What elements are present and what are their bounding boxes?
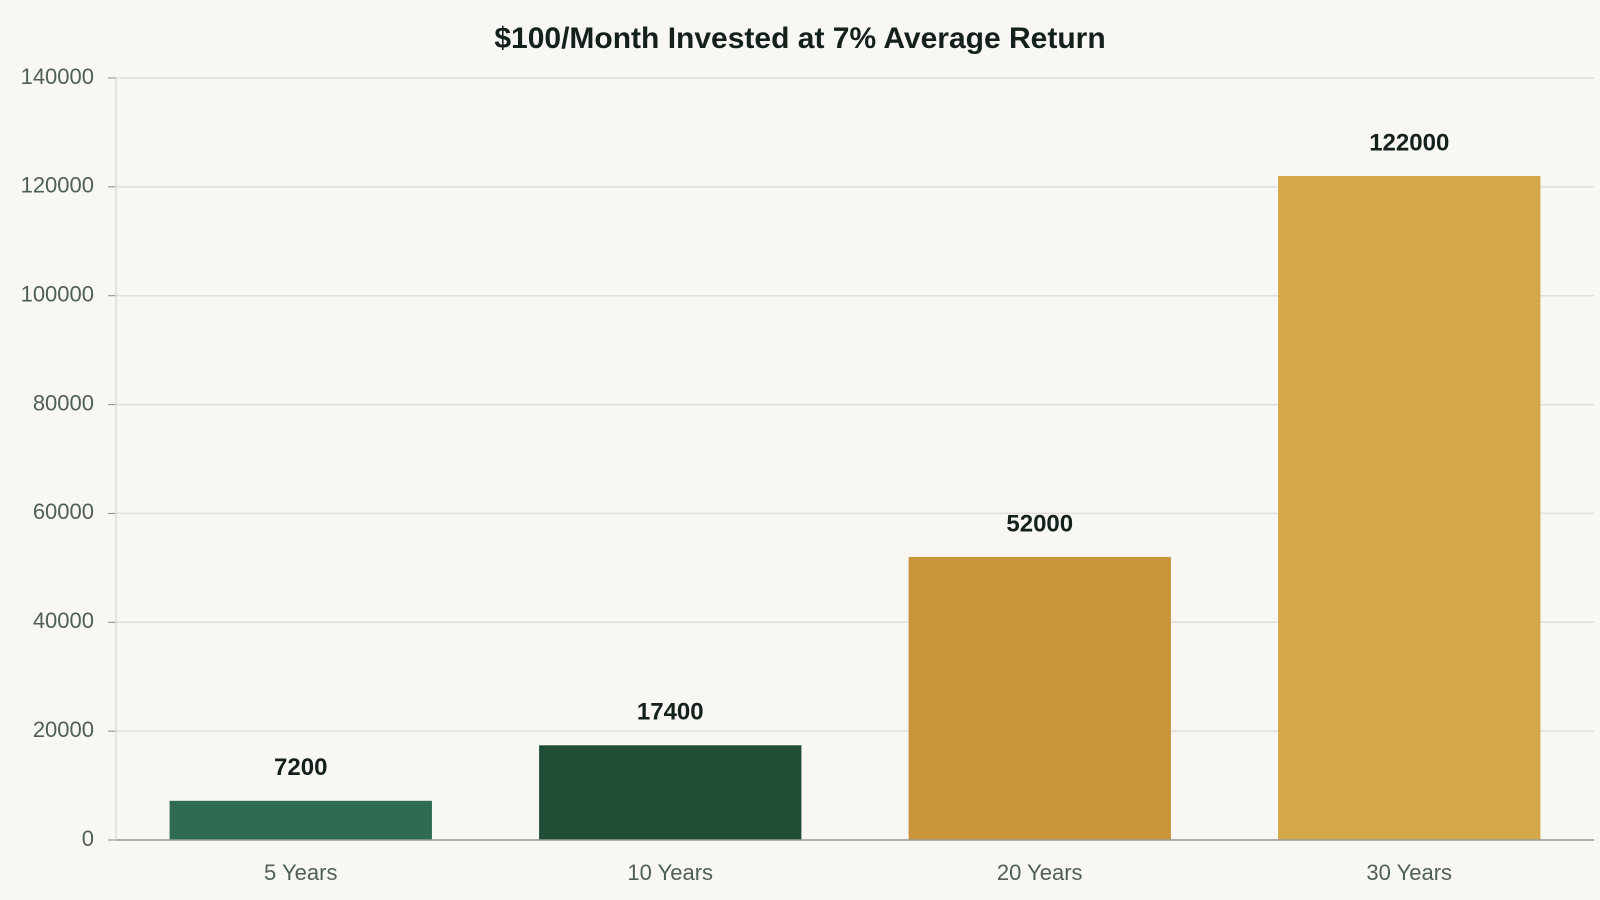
y-tick-label: 100000 (21, 282, 94, 307)
y-tick-label: 80000 (33, 390, 94, 415)
chart-title: $100/Month Invested at 7% Average Return (494, 22, 1105, 55)
data-label: 122000 (1369, 129, 1449, 156)
bar (539, 745, 802, 840)
y-tick-label: 60000 (33, 499, 94, 524)
y-tick-label: 140000 (21, 64, 94, 89)
x-tick-label: 10 Years (627, 860, 713, 885)
x-tick-label: 5 Years (264, 860, 337, 885)
x-tick-label: 30 Years (1366, 860, 1452, 885)
x-tick-label: 20 Years (997, 860, 1083, 885)
bar (908, 556, 1171, 840)
data-label: 7200 (274, 754, 327, 781)
bar (1278, 175, 1541, 840)
y-tick-label: 20000 (33, 717, 94, 742)
data-label: 17400 (637, 699, 704, 726)
data-label: 52000 (1006, 510, 1073, 537)
bar (169, 800, 432, 840)
y-tick-label: 40000 (33, 608, 94, 633)
y-tick-label: 0 (82, 826, 94, 851)
y-tick-label: 120000 (21, 173, 94, 198)
